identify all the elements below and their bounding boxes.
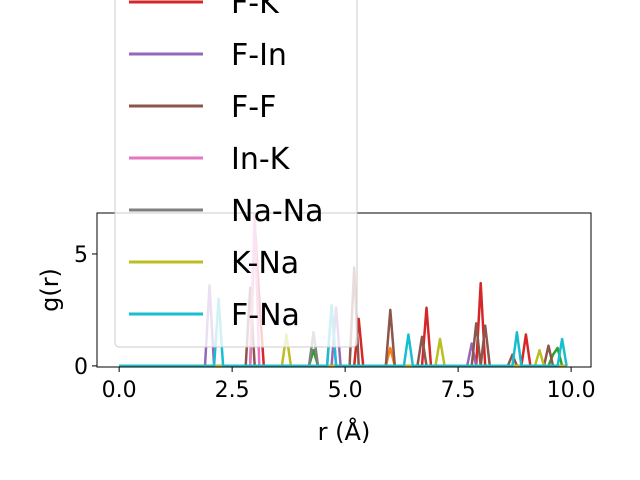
legend-box bbox=[114, 0, 358, 348]
x-tick-label: 5.0 bbox=[328, 378, 363, 403]
legend-label: F-F bbox=[231, 90, 276, 125]
legend-label: In-K bbox=[231, 142, 291, 177]
x-tick-label: 0.0 bbox=[102, 378, 137, 403]
legend-label: F-In bbox=[231, 38, 287, 73]
y-tick-label: 0 bbox=[74, 355, 88, 380]
legend-label: F-K bbox=[231, 0, 280, 21]
legend-label: K-Na bbox=[231, 246, 299, 281]
x-tick-label: 7.5 bbox=[441, 378, 476, 403]
x-tick-label: 10.0 bbox=[547, 378, 596, 403]
y-axis-label: g(r) bbox=[36, 268, 64, 312]
y-tick-label: 5 bbox=[74, 243, 88, 268]
x-axis-label: r (Å) bbox=[318, 417, 371, 446]
x-tick-label: 2.5 bbox=[215, 378, 250, 403]
legend-label: Na-Na bbox=[231, 194, 323, 229]
legend-label: F-Na bbox=[231, 298, 300, 333]
